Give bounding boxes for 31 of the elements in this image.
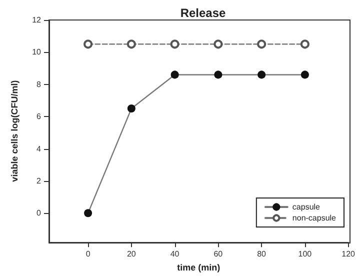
point bbox=[170, 70, 179, 79]
x-tick-label: 60 bbox=[214, 250, 224, 259]
y-tick-label: 6 bbox=[36, 112, 42, 122]
chart-title: Release bbox=[180, 6, 226, 20]
y-tick-label: 12 bbox=[32, 16, 42, 24]
legend-label: non-capsule bbox=[292, 214, 337, 222]
x-tick-label: 80 bbox=[257, 250, 267, 259]
y-tick-label: 4 bbox=[36, 144, 42, 154]
x-tick-label: 0 bbox=[86, 250, 91, 259]
point bbox=[127, 104, 136, 113]
point bbox=[300, 40, 310, 49]
y-tick-label: 10 bbox=[32, 48, 42, 57]
point bbox=[214, 70, 222, 79]
point bbox=[214, 40, 223, 49]
y-tick-label: 8 bbox=[36, 80, 42, 89]
point bbox=[170, 40, 180, 49]
y-tick-label: 2 bbox=[36, 176, 42, 186]
x-tick-label: 40 bbox=[170, 250, 180, 259]
x-tick-label: 120 bbox=[342, 250, 356, 259]
point bbox=[84, 209, 92, 218]
y-axis-title: viable cells log(CFU/ml) bbox=[10, 80, 20, 182]
y-tick-label: 0 bbox=[36, 208, 42, 218]
legend-label: capsule bbox=[292, 202, 321, 212]
point bbox=[257, 40, 266, 49]
point bbox=[126, 40, 136, 49]
x-axis-title: time (min) bbox=[177, 262, 220, 272]
point bbox=[258, 70, 266, 79]
point bbox=[84, 40, 93, 49]
point bbox=[300, 70, 309, 79]
x-tick-label: 20 bbox=[126, 250, 136, 259]
x-tick-label: 100 bbox=[298, 250, 312, 259]
